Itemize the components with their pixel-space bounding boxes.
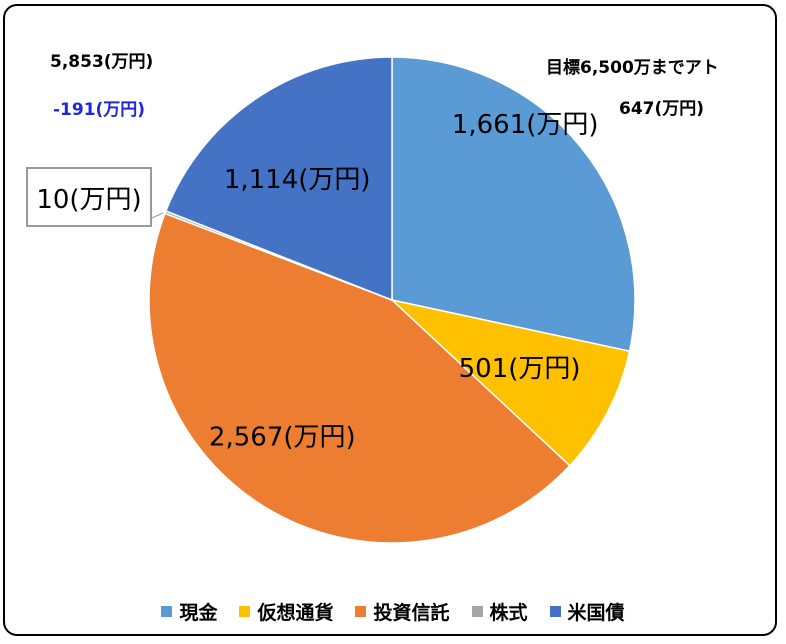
- legend-swatch: [239, 606, 251, 617]
- legend-label: 株式: [489, 602, 528, 624]
- slice-us-treasuries-label: 1,114(万円): [224, 165, 371, 195]
- slice-crypto-label: 501(万円): [459, 354, 581, 384]
- legend-item-us-treasuries: 米国債: [549, 598, 625, 625]
- legend-item-mutual-funds: 投資信託: [355, 598, 450, 625]
- legend-swatch: [161, 606, 173, 617]
- legend-label: 米国債: [567, 602, 625, 624]
- stock-leader-line: [151, 212, 164, 219]
- legend-item-cash: 現金: [161, 598, 217, 625]
- slice-us-treasuries: [164, 56, 393, 302]
- change-label: -191(万円): [53, 100, 146, 120]
- legend-label: 現金: [179, 602, 218, 624]
- pie-slice-labels: 1,661(万円) 501(万円) 2,567(万円) 1,114(万円): [151, 110, 599, 452]
- legend-label: 投資信託: [373, 602, 450, 624]
- legend-label: 仮想通貨: [257, 602, 334, 624]
- legend-swatch: [355, 606, 367, 617]
- remaining-label: 647(万円): [619, 99, 705, 119]
- slice-cash: [391, 56, 636, 353]
- legend: 現金 仮想通貨 投資信託 株式 米国債: [0, 598, 786, 625]
- legend-swatch: [549, 606, 561, 617]
- slice-crypto: [389, 298, 631, 467]
- slice-mutual-funds-label: 2,567(万円): [209, 422, 356, 452]
- legend-item-stocks: 株式: [471, 598, 528, 625]
- slice-mutual-funds: [148, 212, 571, 544]
- stock-callout-label: 10(万円): [26, 167, 152, 227]
- legend-item-crypto: 仮想通貨: [239, 598, 333, 625]
- total-label: 5,853(万円): [50, 52, 154, 72]
- slice-cash-label: 1,661(万円): [452, 110, 599, 140]
- legend-swatch: [471, 606, 483, 617]
- pie-slices: [148, 56, 636, 544]
- goal-label: 目標6,500万までアト: [546, 58, 719, 78]
